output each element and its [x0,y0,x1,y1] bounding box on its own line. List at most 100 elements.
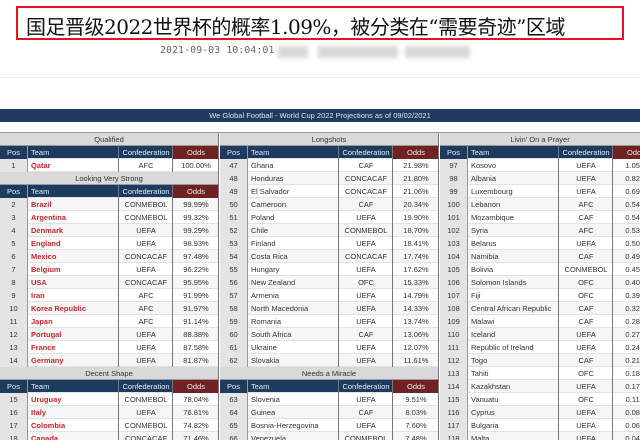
column-header-team: Team [251,148,270,157]
cell-team: Malawi [471,317,495,326]
cell-odds: 71.46% [172,432,218,440]
table-row: 5 England UEFA 98.93% [0,237,218,250]
cell-odds: 0.53% [612,224,640,237]
cell-team: Belarus [471,239,497,248]
cell-pos: 1 [0,159,28,172]
cell-conf: UEFA [338,237,393,250]
cell-conf: OFC [558,276,613,289]
cell-odds: 14.79% [392,289,438,302]
cell-odds: 7.48% [392,432,438,440]
blurred-source [318,46,398,58]
cell-conf: OFC [558,367,613,380]
cell-conf: UEFA [558,341,613,354]
cell-team: Kazakhstan [471,382,511,391]
table-row: 17 Colombia CONMEBOL 74.82% [0,419,218,432]
cell-odds: 74.82% [172,419,218,432]
cell-conf: UEFA [338,302,393,315]
cell-conf: CONMEBOL [118,419,173,432]
cell-team: Korea Republic [31,304,87,313]
column-header-team: Team [251,382,270,391]
column-header-odds: Odds [172,185,218,198]
cell-conf: CONCACAF [118,250,173,263]
cell-pos: 7 [0,263,28,276]
cell-pos: 109 [440,315,468,328]
cell-conf: UEFA [118,263,173,276]
section-header: Looking Very Strong [0,172,218,185]
cell-team: Namibia [471,252,499,261]
table-row: 56 New Zealand OFC 15.33% [220,276,438,289]
cell-conf: UEFA [338,419,393,432]
cell-odds: 99.32% [172,211,218,224]
cell-team: Qatar [31,161,51,170]
cell-odds: 0.54% [612,211,640,224]
column-header-pos: Pos [0,185,28,198]
section-title: Looking Very Strong [75,174,143,183]
cell-conf: CAF [558,354,613,367]
cell-conf: UEFA [338,211,393,224]
section-title: Decent Shape [85,369,133,378]
table-row: 62 Slovakia UEFA 11.61% [220,354,438,367]
cell-odds: 13.74% [392,315,438,328]
table-title: We Global Football - World Cup 2022 Proj… [0,109,640,122]
cell-conf: UEFA [558,419,613,432]
cell-odds: 12.07% [392,341,438,354]
column-header-odds: Odds [392,146,438,159]
table-row: 9 Iran AFC 91.99% [0,289,218,302]
column-header-confederation: Confederation [338,146,393,159]
cell-pos: 98 [440,172,468,185]
cell-odds: 0.17% [612,380,640,393]
cell-pos: 52 [220,224,248,237]
cell-odds: 7.60% [392,419,438,432]
cell-pos: 2 [0,198,28,211]
cell-conf: UEFA [558,380,613,393]
table-row: 66 Venezuela CONMEBOL 7.48% [220,432,438,440]
cell-conf: UEFA [338,393,393,406]
cell-odds: 99.99% [172,198,218,211]
table-row: 11 Japan AFC 91.14% [0,315,218,328]
cell-team: Republic of Ireland [471,343,534,352]
column-header-team: Team [31,187,50,196]
cell-team: Costa Rica [251,252,288,261]
cell-conf: UEFA [118,354,173,367]
cell-conf: UEFA [338,263,393,276]
table-row: 4 Denmark UEFA 99.29% [0,224,218,237]
cell-team: Hungary [251,265,280,274]
cell-pos: 53 [220,237,248,250]
cell-odds: 95.95% [172,276,218,289]
section-header: Needs a Miracle [220,367,438,380]
cell-conf: UEFA [338,289,393,302]
table-row: 60 South Africa CAF 13.06% [220,328,438,341]
cell-team: Armenia [251,291,279,300]
table-row: 64 Guinea CAF 8.03% [220,406,438,419]
table-row: 16 Italy UEFA 76.81% [0,406,218,419]
cell-odds: 19.90% [392,211,438,224]
cell-team: Albania [471,174,497,183]
cell-odds: 0.04% [612,432,640,440]
section-title: Longshots [311,135,347,144]
cell-team: Iran [31,291,45,300]
cell-team: North Macedonia [251,304,309,313]
cell-pos: 66 [220,432,248,440]
cell-odds: 21.06% [392,185,438,198]
cell-conf: AFC [118,159,173,172]
cell-conf: CONCACAF [118,432,173,440]
column-header-team: Team [471,148,490,157]
cell-team: Vanuatu [471,395,499,404]
cell-team: Romania [251,317,282,326]
cell-conf: CONMEBOL [558,263,613,276]
